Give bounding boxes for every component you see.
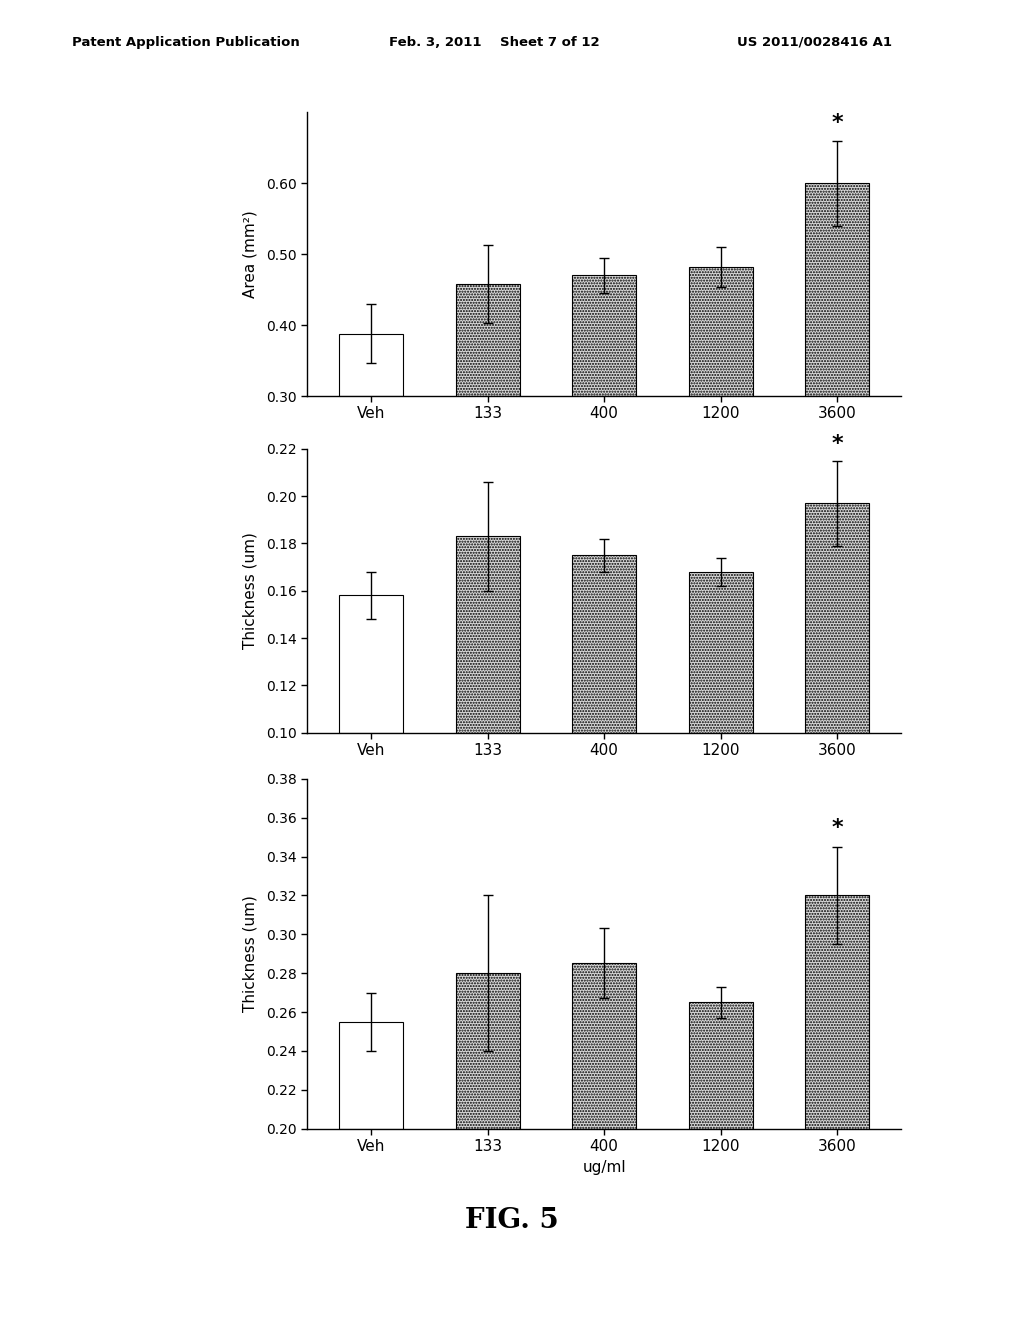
Text: Feb. 3, 2011    Sheet 7 of 12: Feb. 3, 2011 Sheet 7 of 12 <box>389 36 600 49</box>
Bar <box>339 1022 403 1129</box>
Bar <box>456 536 520 733</box>
Y-axis label: Thickness (um): Thickness (um) <box>243 895 258 1012</box>
Bar <box>572 964 636 1129</box>
Bar <box>688 572 753 733</box>
Bar <box>805 503 869 733</box>
Bar <box>688 267 753 396</box>
Bar <box>688 1002 753 1129</box>
Text: FIG. 5: FIG. 5 <box>465 1208 559 1234</box>
Text: *: * <box>831 114 843 133</box>
Y-axis label: Thickness (um): Thickness (um) <box>243 532 258 649</box>
Bar <box>572 276 636 396</box>
Text: *: * <box>831 818 843 838</box>
Y-axis label: Area (mm²): Area (mm²) <box>243 210 258 298</box>
Text: *: * <box>831 433 843 454</box>
Bar <box>805 895 869 1129</box>
Bar <box>805 183 869 396</box>
Bar <box>456 284 520 396</box>
Bar <box>456 973 520 1129</box>
Text: Patent Application Publication: Patent Application Publication <box>72 36 299 49</box>
X-axis label: ug/ml: ug/ml <box>583 1159 626 1175</box>
Bar <box>572 556 636 733</box>
Text: US 2011/0028416 A1: US 2011/0028416 A1 <box>737 36 892 49</box>
Bar <box>339 595 403 733</box>
Bar <box>339 334 403 396</box>
